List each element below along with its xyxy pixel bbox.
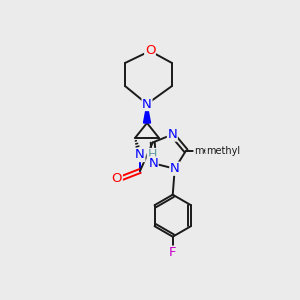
Text: methyl: methyl <box>194 146 228 156</box>
Text: methyl: methyl <box>206 146 240 156</box>
Text: methyl: methyl <box>205 149 210 151</box>
Text: methyl: methyl <box>206 149 211 151</box>
Text: N: N <box>135 148 145 161</box>
Text: N: N <box>142 98 152 110</box>
Text: O: O <box>145 44 155 58</box>
Text: F: F <box>169 246 176 259</box>
Text: O: O <box>112 172 122 184</box>
Polygon shape <box>143 104 151 123</box>
Text: N: N <box>170 162 180 175</box>
Text: N: N <box>148 157 158 170</box>
Text: H: H <box>147 148 157 161</box>
Text: N: N <box>167 128 177 141</box>
